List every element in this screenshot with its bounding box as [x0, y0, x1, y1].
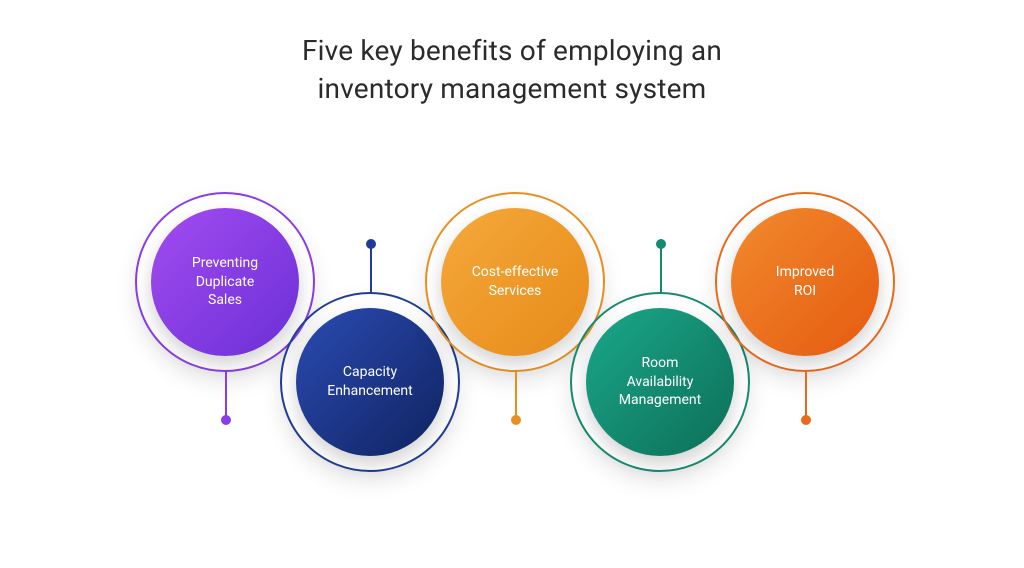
connector-dot-icon: [801, 415, 811, 425]
benefit-label: Cost-effectiveServices: [472, 263, 559, 301]
connector-dot-icon: [656, 239, 666, 249]
benefit-bubble: CapacityEnhancement: [296, 308, 444, 456]
benefit-label: ImprovedROI: [776, 263, 834, 301]
connector-dot-icon: [511, 415, 521, 425]
benefit-bubble: Cost-effectiveServices: [441, 208, 589, 356]
connector-stem: [370, 244, 372, 292]
benefit-bubble: ImprovedROI: [731, 208, 879, 356]
benefit-label: CapacityEnhancement: [327, 363, 413, 401]
connector-stem: [515, 372, 517, 420]
connector-stem: [805, 372, 807, 420]
connector-stem: [660, 244, 662, 292]
title-line-1: Five key benefits of employing an: [302, 34, 722, 67]
connector-dot-icon: [366, 239, 376, 249]
connector-dot-icon: [221, 415, 231, 425]
benefit-bubble: RoomAvailabilityManagement: [586, 308, 734, 456]
connector-stem: [225, 372, 227, 420]
benefit-bubble: PreventingDuplicateSales: [151, 208, 299, 356]
benefit-label: PreventingDuplicateSales: [192, 254, 258, 311]
benefit-label: RoomAvailabilityManagement: [619, 354, 701, 411]
benefits-diagram: PreventingDuplicateSales CapacityEnhancem…: [0, 182, 1024, 542]
page-title: Five key benefits of employing an invent…: [0, 32, 1024, 108]
title-line-2: inventory management system: [318, 72, 707, 105]
